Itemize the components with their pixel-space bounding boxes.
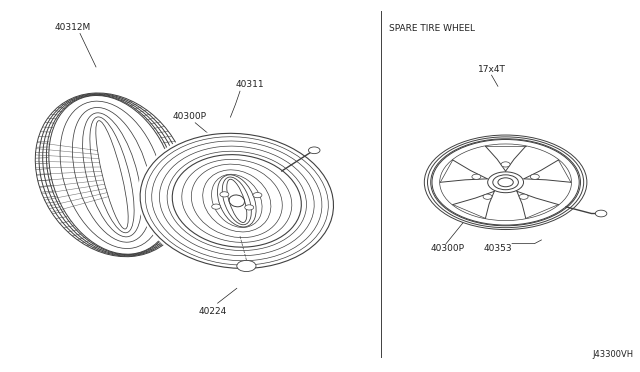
Circle shape [501,162,510,167]
Circle shape [220,192,229,197]
Text: 40311: 40311 [236,80,264,89]
Circle shape [244,205,253,210]
Circle shape [253,193,262,198]
Text: SPARE TIRE WHEEL: SPARE TIRE WHEEL [389,24,475,33]
Circle shape [212,204,221,209]
Ellipse shape [424,135,587,230]
Ellipse shape [33,92,191,258]
Text: 40224: 40224 [198,307,227,316]
Circle shape [308,147,320,154]
Text: 40300P: 40300P [430,244,464,253]
Circle shape [237,260,256,272]
Ellipse shape [137,131,337,271]
Circle shape [531,174,540,179]
Text: 40312M: 40312M [54,23,91,32]
Text: 40300P: 40300P [173,112,207,121]
Circle shape [472,174,481,179]
Circle shape [595,210,607,217]
Text: 40353: 40353 [484,244,513,253]
Circle shape [483,194,492,199]
Circle shape [519,194,528,199]
Text: 17x4T: 17x4T [478,65,506,74]
Text: J43300VH: J43300VH [593,350,634,359]
Circle shape [240,262,253,270]
